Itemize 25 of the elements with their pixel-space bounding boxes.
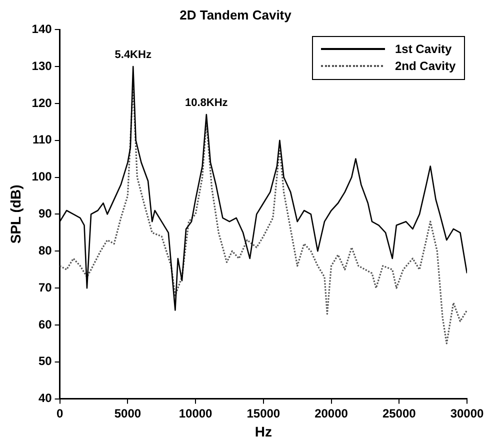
x-tick-label: 5000 bbox=[114, 406, 142, 420]
x-tick-label: 25000 bbox=[382, 406, 416, 420]
y-tick-label: 80 bbox=[38, 243, 52, 258]
x-tick-label: 10000 bbox=[178, 406, 213, 420]
legend-label: 2nd Cavity bbox=[395, 58, 456, 75]
x-tick-label: 15000 bbox=[246, 406, 280, 420]
y-tick-label: 100 bbox=[32, 170, 52, 184]
y-tick-label: 70 bbox=[38, 280, 52, 294]
y-tick-label: 110 bbox=[32, 132, 52, 147]
x-tick-label: 0 bbox=[56, 406, 64, 420]
y-tick-label: 120 bbox=[32, 96, 52, 110]
legend-label: 1st Cavity bbox=[395, 40, 452, 58]
y-tick-label: 130 bbox=[32, 58, 52, 73]
y-tick-label: 140 bbox=[32, 22, 52, 36]
annotation: 5.4KHz bbox=[114, 49, 152, 62]
annotation: 10.8KHz bbox=[185, 97, 228, 110]
y-tick-label: 50 bbox=[38, 354, 52, 368]
y-tick-label: 40 bbox=[38, 391, 52, 406]
y-tick-label: 90 bbox=[38, 206, 52, 221]
chart-title: 2D Tandem Cavity bbox=[180, 7, 292, 22]
y-tick-label: 60 bbox=[38, 317, 52, 332]
x-axis-title: Hz bbox=[254, 423, 272, 440]
y-axis-title: SPL (dB) bbox=[7, 184, 24, 244]
x-tick-label: 20000 bbox=[314, 406, 348, 420]
x-tick-label: 30000 bbox=[450, 406, 484, 420]
